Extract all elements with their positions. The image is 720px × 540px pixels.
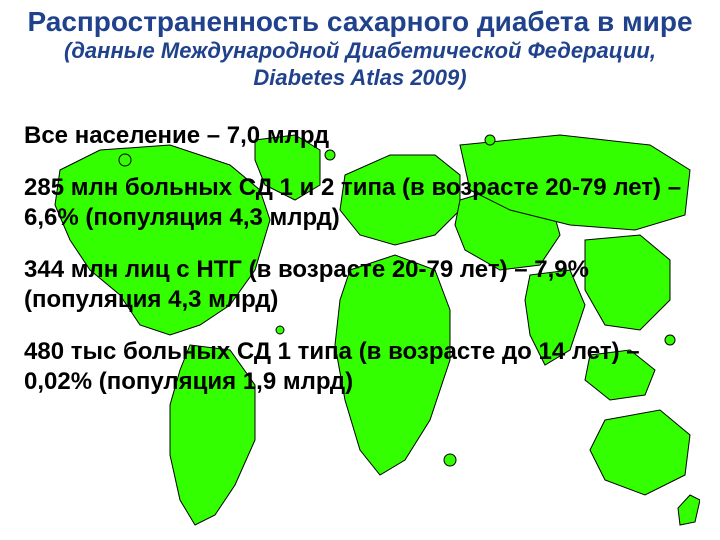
- body-paragraph: 480 тыс больных СД 1 типа (в возрасте до…: [24, 337, 696, 397]
- body-paragraph: 344 млн лиц с НТГ (в возрасте 20-79 лет)…: [24, 255, 696, 315]
- body-text: Все население – 7,0 млрд 285 млн больных …: [0, 91, 720, 397]
- slide-title: Распространенность сахарного диабета в м…: [0, 0, 720, 38]
- slide-subtitle: (данные Международной Диабетической Феде…: [0, 38, 720, 91]
- body-paragraph: 285 млн больных СД 1 и 2 типа (в возраст…: [24, 173, 696, 233]
- body-paragraph: Все население – 7,0 млрд: [24, 121, 696, 151]
- slide: Распространенность сахарного диабета в м…: [0, 0, 720, 540]
